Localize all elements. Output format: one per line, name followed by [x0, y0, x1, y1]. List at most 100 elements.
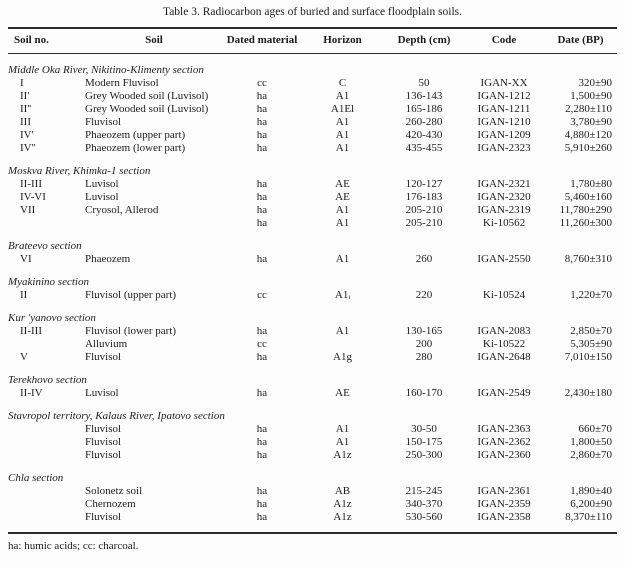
table-cell: 1,800±50 — [570, 436, 612, 448]
table-footnote: ha: humic acids; cc: charcoal. — [8, 540, 139, 552]
table-cell: 420-430 — [405, 129, 443, 141]
table-cell: 165-186 — [405, 103, 443, 115]
table-cell: Phaeozem (lower part) — [85, 142, 186, 154]
table-cell: Fluvisol — [85, 511, 122, 523]
table-cell: 2,280±110 — [565, 103, 612, 115]
table-cell: 8,760±310 — [564, 253, 612, 265]
column-header-depth-cm: Depth (cm) — [384, 29, 464, 54]
table-cell: 260 — [415, 253, 433, 265]
table-cell: II — [20, 289, 28, 301]
table-cell: Phaeozem — [85, 253, 131, 265]
table-cell: IGAN-2648 — [477, 351, 531, 363]
section-heading-row: Moskva River, Khimka-1 section — [8, 155, 617, 178]
table-row: II' Grey Wooded soil (Luvisol) ha A1 136-143… — [8, 90, 617, 103]
section-heading: Brateevo section — [8, 240, 82, 252]
table-cell: ha — [256, 387, 268, 399]
table-cell: IGAN-2363 — [477, 423, 531, 435]
table-cell: Alluvium — [85, 338, 128, 350]
table-cell: II'' — [20, 103, 32, 115]
table-cell: IGAN-2550 — [477, 253, 531, 265]
table-cell: 280 — [415, 351, 433, 363]
table-cell: Fluvisol — [85, 436, 122, 448]
section-heading: Myakinino section — [8, 276, 89, 288]
table-cell: 160-170 — [405, 387, 443, 399]
table-cell: Luvisol — [85, 178, 119, 190]
table-cell: 220 — [415, 289, 433, 301]
table-row: II-IV Luvisol ha AE 160-170 IGAN-2549 2,430±18… — [8, 387, 617, 400]
table-cell: 320±90 — [578, 77, 612, 89]
table-cell — [8, 498, 85, 511]
table-cell: 8,370±110 — [565, 511, 612, 523]
table-cell: IGAN-1210 — [477, 116, 531, 128]
table-cell: ha — [256, 178, 268, 190]
table-cell: I — [20, 77, 24, 89]
table-cell: 5,460±160 — [564, 191, 612, 203]
table-cell: ha — [256, 498, 268, 510]
section-heading-row: Middle Oka River, Nikitino-Klimenty sect… — [8, 54, 617, 78]
table-cell — [301, 338, 384, 351]
table-cell: V — [20, 351, 28, 363]
table-cell: cc — [257, 289, 267, 301]
table-header-row: Soil no. Soil Dated material Horizon Depth (… — [8, 29, 617, 54]
table-cell: 6,200±90 — [570, 498, 612, 510]
table-row: VII Cryosol, Allerod ha A1 205-210 IGAN-2319 1… — [8, 204, 617, 217]
column-header-date-bp: Date (BP) — [544, 29, 617, 54]
table-cell: 136-143 — [405, 90, 443, 102]
column-header-soil-no: Soil no. — [8, 29, 85, 54]
table-cell: ha — [256, 436, 268, 448]
table-cell — [85, 217, 223, 230]
section-heading: Terekhovo section — [8, 374, 87, 386]
table-row: V Fluvisol ha A1g 280 IGAN-2648 7,010±150 — [8, 351, 617, 364]
table-cell: 215-245 — [405, 485, 443, 497]
table-cell: IGAN-1209 — [477, 129, 531, 141]
table-cell: 340-370 — [405, 498, 443, 510]
table-cell: Phaeozem (upper part) — [85, 129, 186, 141]
table-cell: A1 — [335, 142, 350, 154]
table-cell: AE — [335, 387, 350, 399]
table-row: Fluvisol ha A1 30-50 IGAN-2363 660±70 — [8, 423, 617, 436]
table-cell: 200 — [415, 338, 433, 350]
table-cell: 4,880±120 — [564, 129, 612, 141]
table-cell: Grey Wooded soil (Luvisol) — [85, 90, 209, 102]
table-cell: cc — [257, 338, 267, 350]
table-row: III Fluvisol ha A1 260-280 IGAN-1210 3,780±90 — [8, 116, 617, 129]
table-cell: A1 — [335, 116, 350, 128]
table-cell: 11,780±290 — [559, 204, 612, 216]
table-cell: 205-210 — [405, 204, 443, 216]
table-cell: 435-455 — [405, 142, 443, 154]
table-cell: IGAN-2321 — [477, 178, 531, 190]
table-cell: IGAN-2361 — [477, 485, 531, 497]
table-cell: 5,305±90 — [570, 338, 612, 350]
table-cell — [8, 485, 85, 498]
table-cell: 3,780±90 — [570, 116, 612, 128]
table-cell: A1z — [333, 449, 352, 461]
table-cell: IGAN-XX — [480, 77, 528, 89]
table-cell: ha — [256, 129, 268, 141]
table-cell: ha — [256, 511, 268, 523]
table-cell: 5,910±260 — [564, 142, 612, 154]
table-cell: ha — [256, 253, 268, 265]
table-cell: ha — [256, 351, 268, 363]
table-row: VI Phaeozem ha A1 260 IGAN-2550 8,760±310 — [8, 253, 617, 266]
radiocarbon-table: Soil no. Soil Dated material Horizon Depth (… — [8, 29, 617, 524]
table-title: Table 3. Radiocarbon ages of buried and … — [162, 6, 463, 18]
table-cell: Cryosol, Allerod — [85, 204, 159, 216]
table-cell: 1,890±40 — [570, 485, 612, 497]
column-header-horizon: Horizon — [301, 29, 384, 54]
table-cell: 50 — [418, 77, 430, 89]
table-row: Fluvisol ha A1z 530-560 IGAN-2358 8,370±110 — [8, 511, 617, 524]
section-heading: Chla section — [8, 472, 64, 484]
table-cell — [8, 217, 85, 230]
table-cell: 150-175 — [405, 436, 443, 448]
table-cell: Solonetz soil — [85, 485, 143, 497]
table-cell: IGAN-2083 — [477, 325, 531, 337]
table-cell: ha — [256, 217, 268, 229]
table-cell: AE — [335, 191, 350, 203]
table-cell: A1 — [335, 253, 350, 265]
table-cell: 2,850±70 — [570, 325, 612, 337]
section-heading-row: Terekhovo section — [8, 364, 617, 387]
table-cell: A1 — [335, 129, 350, 141]
table-cell: VII — [20, 204, 36, 216]
table-cell: ha — [256, 116, 268, 128]
table-cell: A1 — [335, 423, 350, 435]
